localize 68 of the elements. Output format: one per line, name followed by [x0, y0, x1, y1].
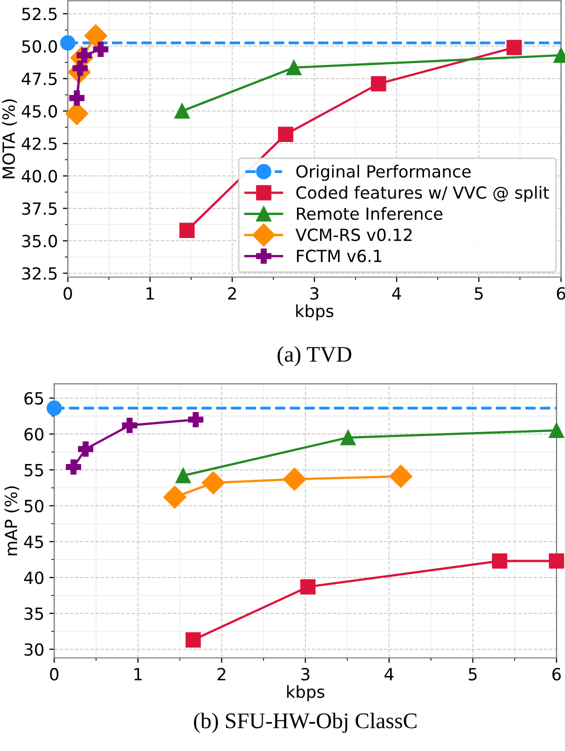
x-axis-title: kbps: [287, 685, 324, 702]
x-tick-label: 2: [218, 668, 226, 680]
x-tick-label: 3: [310, 287, 318, 300]
point: [60, 35, 76, 51]
point: [286, 60, 302, 76]
point: [84, 24, 108, 48]
y-tick-label: 32.5: [22, 267, 57, 280]
point: [174, 103, 190, 119]
y-tick-label: 65: [24, 392, 44, 405]
point: [188, 412, 204, 428]
text: (a) TVD: [278, 346, 352, 366]
y-tick-label: 60: [24, 428, 44, 441]
text: (b) SFU-HW-Obj ClassC: [194, 712, 417, 733]
x-tick-label: 6: [556, 287, 565, 300]
point: [93, 42, 108, 58]
point: [370, 76, 386, 92]
point: [163, 486, 186, 509]
x-tick-label: 5: [468, 668, 477, 680]
y-axis-title: mAP (%): [4, 486, 20, 556]
x-tick-label: 1: [134, 668, 142, 680]
legend-label: VCM-RS v0.12: [296, 228, 412, 242]
point: [66, 459, 82, 475]
x-tick-label: 4: [392, 287, 401, 300]
legend-label: Remote Inference: [297, 207, 442, 220]
y-tick-label: 50: [24, 500, 44, 512]
point: [202, 471, 225, 494]
y-tick-label: 55: [24, 464, 44, 476]
point: [176, 468, 191, 484]
y-tick-label: 30: [24, 643, 44, 656]
point: [492, 553, 508, 569]
legend-label: Original Performance: [296, 164, 471, 181]
y-tick-label: 45: [24, 536, 44, 548]
y-tick-label: 37.5: [22, 202, 57, 215]
y-tick-label: 50.0: [22, 40, 57, 53]
y-tick-label: 45.0: [22, 105, 57, 118]
point: [283, 468, 306, 491]
point: [278, 126, 294, 142]
y-tick-label: 35.0: [22, 234, 57, 248]
x-tick-label: 5: [474, 287, 483, 300]
x-tick-label: 4: [384, 668, 394, 680]
point: [300, 579, 316, 594]
legend-label: FCTM v6.1: [297, 250, 382, 262]
point: [46, 400, 62, 416]
point: [340, 430, 356, 446]
point: [186, 632, 201, 648]
y-tick-label: 35: [24, 607, 44, 620]
x-axis-title: kbps: [296, 304, 334, 320]
point: [548, 553, 564, 569]
point: [69, 90, 84, 106]
legend-label: Coded features w/ VVC @ split: [296, 186, 549, 202]
x-tick-label: 1: [146, 287, 154, 300]
point: [179, 222, 195, 238]
y-tick-label: 52.5: [22, 8, 57, 20]
y-axis-title: MOTA (%): [2, 99, 17, 178]
y-tick-label: 40: [24, 571, 44, 584]
x-tick-label: 0: [50, 668, 58, 680]
y-tick-label: 47.5: [22, 72, 57, 86]
x-tick-label: 0: [64, 287, 72, 300]
x-tick-label: 2: [228, 287, 236, 300]
y-tick-label: 42.5: [22, 137, 57, 150]
x-tick-label: 6: [552, 668, 561, 680]
x-tick-label: 3: [301, 668, 310, 680]
y-tick-label: 40.0: [22, 170, 57, 182]
point: [506, 40, 522, 56]
point: [548, 422, 564, 438]
point: [78, 441, 94, 457]
point: [389, 464, 412, 488]
point: [122, 418, 138, 434]
